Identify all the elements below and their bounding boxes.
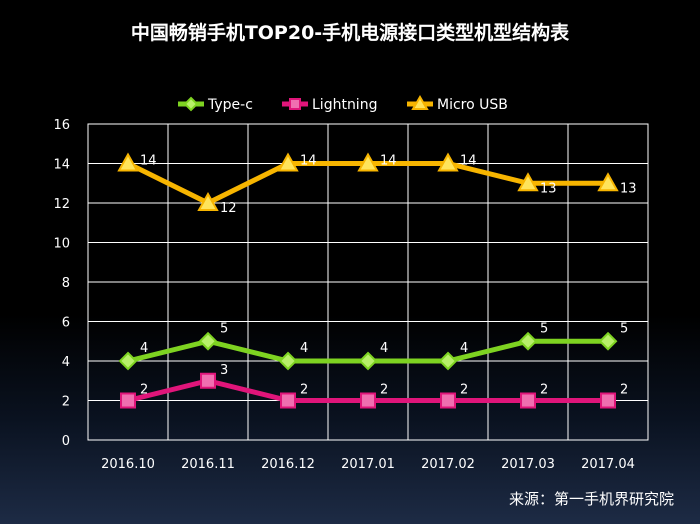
data-label: 5 — [540, 321, 548, 336]
data-point — [280, 392, 296, 409]
y-tick-label: 2 — [62, 395, 70, 410]
data-point — [437, 152, 459, 172]
data-point — [520, 392, 536, 409]
data-label: 4 — [140, 341, 148, 356]
data-point — [198, 331, 218, 351]
data-point — [438, 351, 458, 371]
data-label: 13 — [620, 181, 637, 196]
data-point — [598, 331, 618, 351]
data-label: 14 — [380, 154, 397, 169]
data-label: 4 — [300, 341, 308, 356]
data-label: 3 — [220, 363, 228, 378]
data-point — [117, 152, 139, 172]
legend-marker — [289, 98, 301, 110]
x-tick-label: 2016.12 — [261, 457, 315, 472]
data-point — [517, 172, 539, 192]
data-label: 4 — [380, 341, 388, 356]
data-label: 5 — [220, 321, 228, 336]
legend-label: Micro USB — [437, 97, 508, 113]
chart-title: 中国畅销手机TOP20-手机电源接口类型机型结构表 — [130, 22, 570, 44]
legend-marker — [183, 96, 199, 112]
y-tick-label: 8 — [62, 276, 70, 291]
data-label: 2 — [620, 383, 628, 398]
data-point — [277, 152, 299, 172]
y-tick-label: 4 — [62, 355, 70, 370]
data-point — [360, 392, 376, 409]
x-tick-label: 2017.03 — [501, 457, 555, 472]
data-label: 2 — [380, 383, 388, 398]
y-tick-label: 10 — [53, 237, 70, 252]
data-point — [357, 152, 379, 172]
y-tick-label: 12 — [53, 197, 70, 212]
data-point — [197, 191, 219, 211]
y-tick-label: 16 — [53, 118, 70, 133]
x-tick-label: 2016.11 — [181, 457, 235, 472]
legend-label: Lightning — [312, 97, 377, 113]
y-axis-ticks: 0 2 4 6 8 10 12 14 16 — [53, 118, 70, 449]
legend-marker — [411, 95, 429, 110]
data-label: 14 — [140, 154, 157, 169]
data-labels: 4 5 4 4 4 5 5 2 3 2 2 2 2 2 14 12 14 14 14 13 13 — [140, 154, 637, 398]
x-tick-label: 2016.10 — [101, 457, 155, 472]
data-point — [120, 392, 136, 409]
data-point — [118, 351, 138, 371]
x-tick-label: 2017.01 — [341, 457, 395, 472]
data-point — [518, 331, 538, 351]
data-label: 2 — [140, 383, 148, 398]
data-point — [600, 392, 616, 409]
data-label: 4 — [460, 341, 468, 356]
data-point — [278, 351, 298, 371]
data-label: 12 — [220, 201, 237, 216]
data-label: 14 — [300, 154, 317, 169]
x-tick-label: 2017.04 — [581, 457, 635, 472]
data-label: 13 — [540, 181, 557, 196]
y-tick-label: 0 — [62, 434, 70, 449]
source-note: 来源：第一手机界研究院 — [508, 490, 674, 508]
data-point — [358, 351, 378, 371]
series-markers — [117, 152, 619, 409]
data-label: 2 — [460, 383, 468, 398]
data-label: 2 — [540, 383, 548, 398]
data-point — [200, 372, 216, 389]
y-tick-label: 14 — [53, 158, 70, 173]
y-tick-label: 6 — [62, 316, 70, 331]
data-point — [597, 172, 619, 192]
data-label: 14 — [460, 154, 477, 169]
legend: Type-c Lightning Micro USB — [178, 95, 508, 113]
data-point — [440, 392, 456, 409]
data-label: 5 — [620, 321, 628, 336]
legend-label: Type-c — [207, 97, 253, 113]
data-label: 2 — [300, 383, 308, 398]
x-axis-ticks: 2016.10 2016.11 2016.12 2017.01 2017.02 2017.… — [101, 457, 635, 472]
x-tick-label: 2017.02 — [421, 457, 475, 472]
